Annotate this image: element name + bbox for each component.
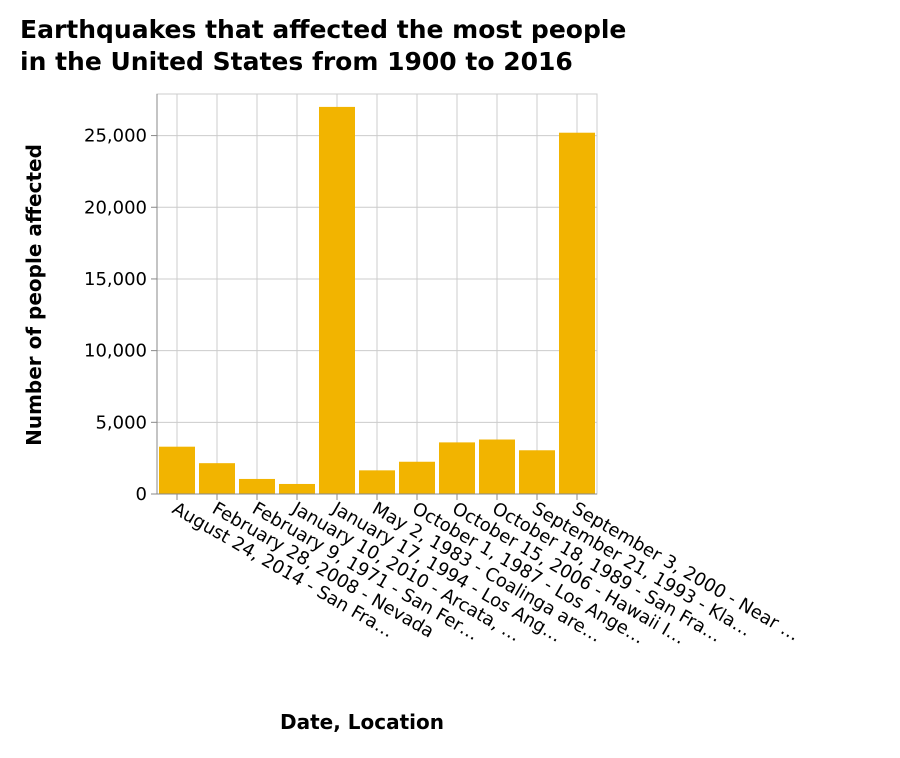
bar [559,132,595,495]
bar [479,439,515,494]
y-tick-label: 0 [136,484,147,505]
x-tick-labels: August 24, 2014 - San Fra…February 28, 2… [169,498,803,649]
bar [239,478,275,494]
y-tick-label: 10,000 [84,341,147,362]
axes [151,94,597,500]
bar [319,106,355,494]
grid-lines [156,93,598,495]
chart-title-line-2: in the United States from 1900 to 2016 [20,47,573,76]
y-axis-label: Number of people affected [22,144,46,446]
chart-title-line-1: Earthquakes that affected the most peopl… [20,15,627,44]
y-tick-label: 25,000 [84,126,147,147]
bar [359,470,395,494]
bar [399,461,435,494]
y-tick-labels: 0 5,000 10,000 15,000 20,000 25,000 [84,126,147,505]
bar [199,463,235,494]
y-tick-label: 20,000 [84,197,147,218]
bar [439,442,475,494]
chart-title: Earthquakes that affected the most peopl… [20,14,626,78]
bar [279,483,315,494]
y-tick-label: 15,000 [84,269,147,290]
bar [159,446,195,494]
bar [519,450,555,494]
bars [159,106,595,495]
x-axis-label: Date, Location [280,710,445,734]
y-tick-label: 5,000 [95,412,147,433]
